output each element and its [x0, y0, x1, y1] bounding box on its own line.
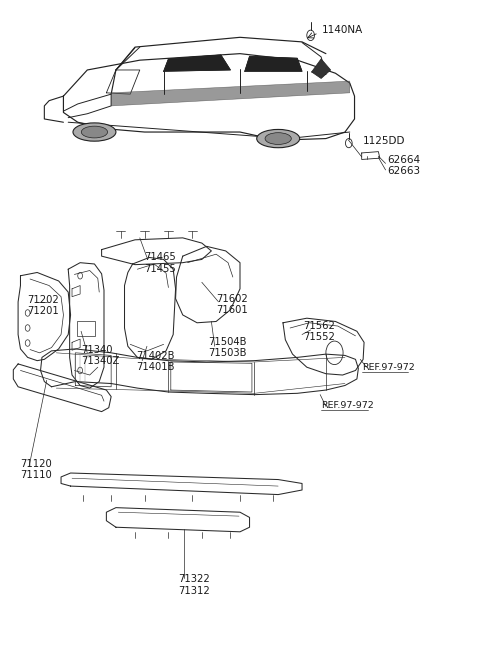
Text: 1140NA: 1140NA [322, 25, 363, 35]
Text: 1125DD: 1125DD [363, 136, 406, 146]
Text: REF.97-972: REF.97-972 [362, 363, 414, 372]
Text: 71312: 71312 [178, 586, 210, 596]
Polygon shape [312, 59, 331, 79]
Text: 71503B: 71503B [208, 348, 247, 358]
Text: 71455: 71455 [144, 264, 176, 274]
Text: 71120: 71120 [21, 459, 52, 469]
Text: 71601: 71601 [216, 304, 248, 315]
Text: 71562: 71562 [303, 321, 336, 331]
Text: 71322: 71322 [178, 575, 210, 584]
Text: 71402B: 71402B [136, 351, 175, 361]
Ellipse shape [81, 126, 108, 138]
Text: 71201: 71201 [28, 306, 60, 316]
Text: REF.97-972: REF.97-972 [321, 401, 374, 409]
Polygon shape [164, 55, 230, 72]
Text: 71465: 71465 [144, 253, 176, 262]
Text: 71202: 71202 [28, 295, 60, 305]
Text: 71401B: 71401B [136, 362, 175, 372]
Text: 62663: 62663 [387, 165, 420, 176]
Ellipse shape [73, 123, 116, 141]
Text: 62664: 62664 [387, 155, 420, 165]
Ellipse shape [265, 133, 291, 144]
Text: 71602: 71602 [216, 294, 248, 304]
Text: 71340Z: 71340Z [82, 356, 120, 365]
Text: 71552: 71552 [303, 332, 336, 342]
Text: 71340: 71340 [82, 344, 113, 354]
Text: 71110: 71110 [21, 470, 52, 480]
Text: 71504B: 71504B [208, 337, 247, 348]
Ellipse shape [257, 129, 300, 148]
Polygon shape [245, 56, 302, 72]
Polygon shape [111, 81, 350, 106]
